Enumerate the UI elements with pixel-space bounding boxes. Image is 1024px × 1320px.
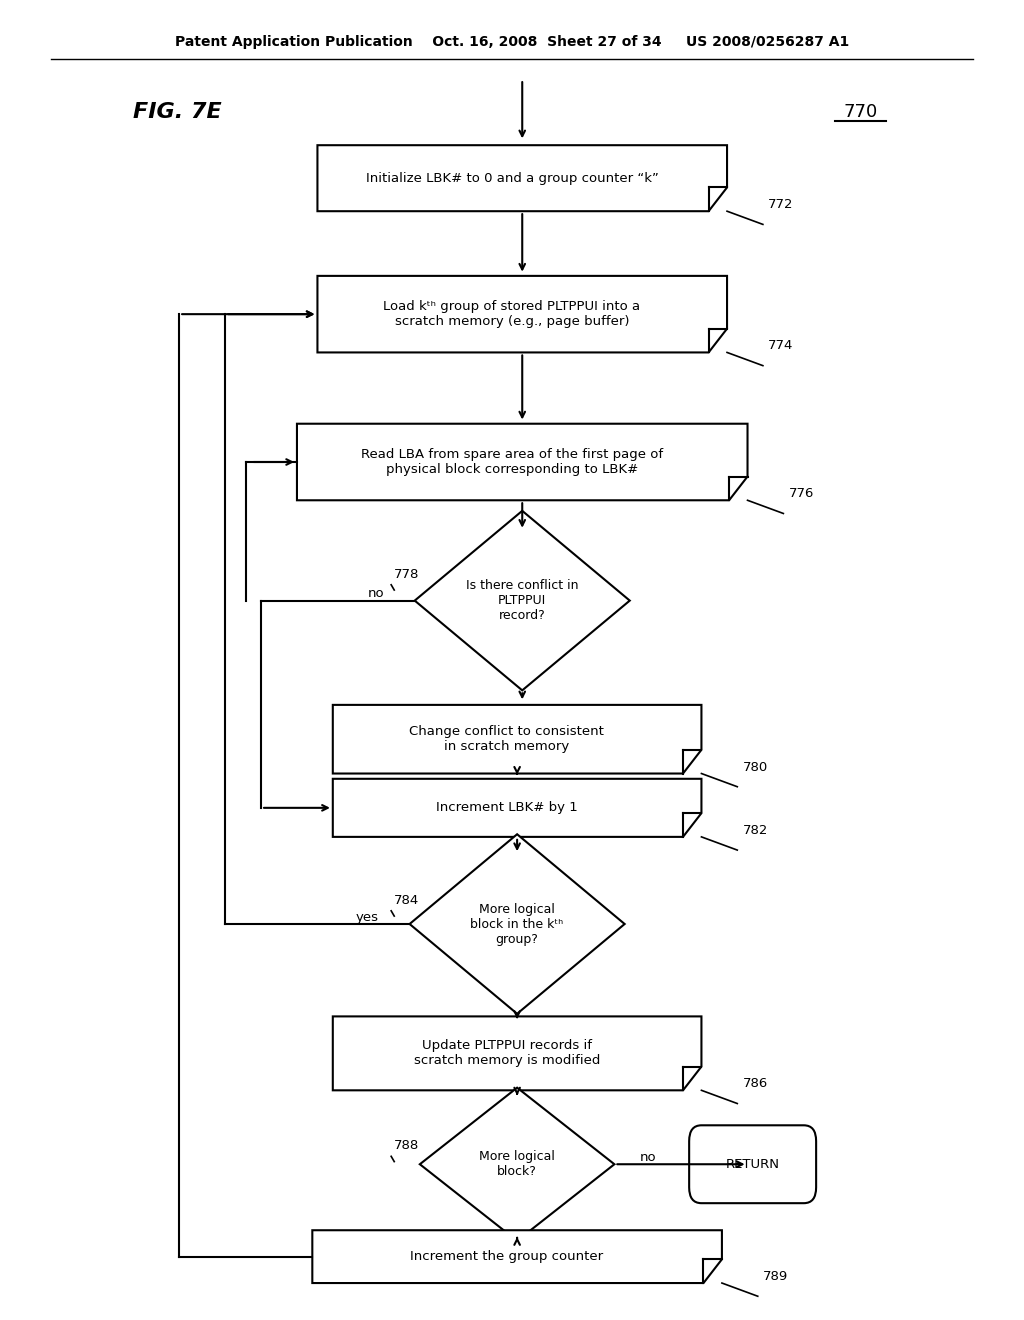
Text: Read LBA from spare area of the first page of
physical block corresponding to LB: Read LBA from spare area of the first pa… bbox=[360, 447, 664, 477]
Text: More logical
block in the kᵗʰ
group?: More logical block in the kᵗʰ group? bbox=[470, 903, 564, 945]
Text: 778: 778 bbox=[394, 568, 420, 581]
Text: 772: 772 bbox=[768, 198, 794, 211]
Text: RETURN: RETURN bbox=[726, 1158, 779, 1171]
Text: Is there conflict in
PLTPPUI
record?: Is there conflict in PLTPPUI record? bbox=[466, 579, 579, 622]
Polygon shape bbox=[317, 145, 727, 211]
Text: Change conflict to consistent
in scratch memory: Change conflict to consistent in scratch… bbox=[410, 725, 604, 754]
Polygon shape bbox=[312, 1230, 722, 1283]
Text: 788: 788 bbox=[394, 1139, 420, 1152]
Text: no: no bbox=[368, 587, 384, 601]
Text: 784: 784 bbox=[394, 894, 420, 907]
Text: Increment LBK# by 1: Increment LBK# by 1 bbox=[436, 801, 578, 814]
Text: Initialize LBK# to 0 and a group counter “k”: Initialize LBK# to 0 and a group counter… bbox=[366, 172, 658, 185]
Text: Increment the group counter: Increment the group counter bbox=[411, 1250, 603, 1263]
Text: 770: 770 bbox=[843, 103, 878, 121]
Text: More logical
block?: More logical block? bbox=[479, 1150, 555, 1179]
Text: 782: 782 bbox=[742, 824, 768, 837]
Text: no: no bbox=[509, 1038, 525, 1051]
Text: Update PLTPPUI records if
scratch memory is modified: Update PLTPPUI records if scratch memory… bbox=[414, 1039, 600, 1068]
Text: Patent Application Publication    Oct. 16, 2008  Sheet 27 of 34     US 2008/0256: Patent Application Publication Oct. 16, … bbox=[175, 36, 849, 49]
FancyBboxPatch shape bbox=[689, 1125, 816, 1204]
Polygon shape bbox=[415, 511, 630, 690]
Text: 786: 786 bbox=[742, 1077, 768, 1090]
Polygon shape bbox=[333, 705, 701, 774]
Text: yes: yes bbox=[506, 1261, 528, 1274]
Text: 774: 774 bbox=[768, 339, 794, 352]
Text: no: no bbox=[640, 1151, 656, 1164]
Polygon shape bbox=[317, 276, 727, 352]
Text: 789: 789 bbox=[763, 1270, 788, 1283]
Text: FIG. 7E: FIG. 7E bbox=[133, 102, 222, 123]
Polygon shape bbox=[333, 779, 701, 837]
Polygon shape bbox=[297, 424, 748, 500]
Text: 776: 776 bbox=[788, 487, 814, 500]
Text: yes: yes bbox=[501, 710, 523, 723]
Text: Load kᵗʰ group of stored PLTPPUI into a
scratch memory (e.g., page buffer): Load kᵗʰ group of stored PLTPPUI into a … bbox=[383, 300, 641, 329]
Text: 780: 780 bbox=[742, 760, 768, 774]
Polygon shape bbox=[333, 1016, 701, 1090]
Polygon shape bbox=[410, 834, 625, 1014]
Polygon shape bbox=[420, 1088, 614, 1241]
Text: yes: yes bbox=[356, 911, 379, 924]
